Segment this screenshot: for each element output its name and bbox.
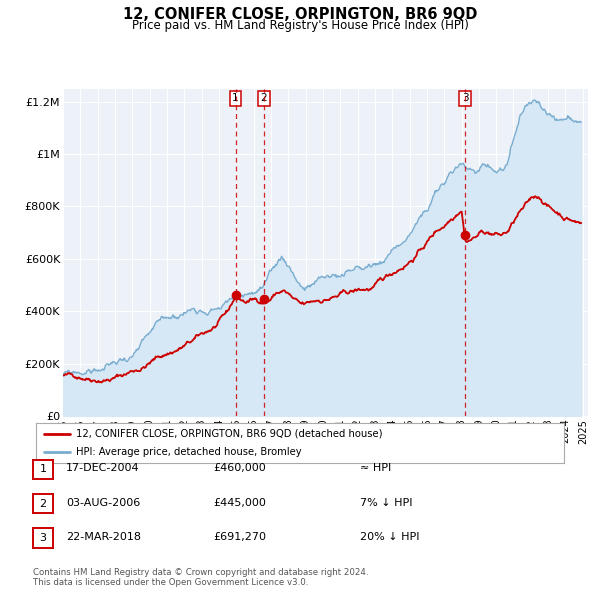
Text: 3: 3	[462, 93, 469, 103]
Text: £445,000: £445,000	[213, 498, 266, 507]
Text: 17-DEC-2004: 17-DEC-2004	[66, 464, 140, 473]
Text: 12, CONIFER CLOSE, ORPINGTON, BR6 9QD (detached house): 12, CONIFER CLOSE, ORPINGTON, BR6 9QD (d…	[76, 429, 382, 439]
Text: 03-AUG-2006: 03-AUG-2006	[66, 498, 140, 507]
Text: 2: 2	[40, 499, 46, 509]
Text: 7% ↓ HPI: 7% ↓ HPI	[360, 498, 413, 507]
Text: 1: 1	[40, 464, 46, 474]
Text: 1: 1	[232, 93, 239, 103]
Text: 2: 2	[260, 93, 267, 103]
Text: £460,000: £460,000	[213, 464, 266, 473]
Text: ≈ HPI: ≈ HPI	[360, 464, 391, 473]
Text: 3: 3	[40, 533, 46, 543]
Text: £691,270: £691,270	[213, 532, 266, 542]
Text: Contains HM Land Registry data © Crown copyright and database right 2024.
This d: Contains HM Land Registry data © Crown c…	[33, 568, 368, 587]
Text: HPI: Average price, detached house, Bromley: HPI: Average price, detached house, Brom…	[76, 447, 301, 457]
Text: Price paid vs. HM Land Registry's House Price Index (HPI): Price paid vs. HM Land Registry's House …	[131, 19, 469, 32]
Text: 12, CONIFER CLOSE, ORPINGTON, BR6 9QD: 12, CONIFER CLOSE, ORPINGTON, BR6 9QD	[123, 7, 477, 22]
Text: 20% ↓ HPI: 20% ↓ HPI	[360, 532, 419, 542]
Text: 22-MAR-2018: 22-MAR-2018	[66, 532, 141, 542]
